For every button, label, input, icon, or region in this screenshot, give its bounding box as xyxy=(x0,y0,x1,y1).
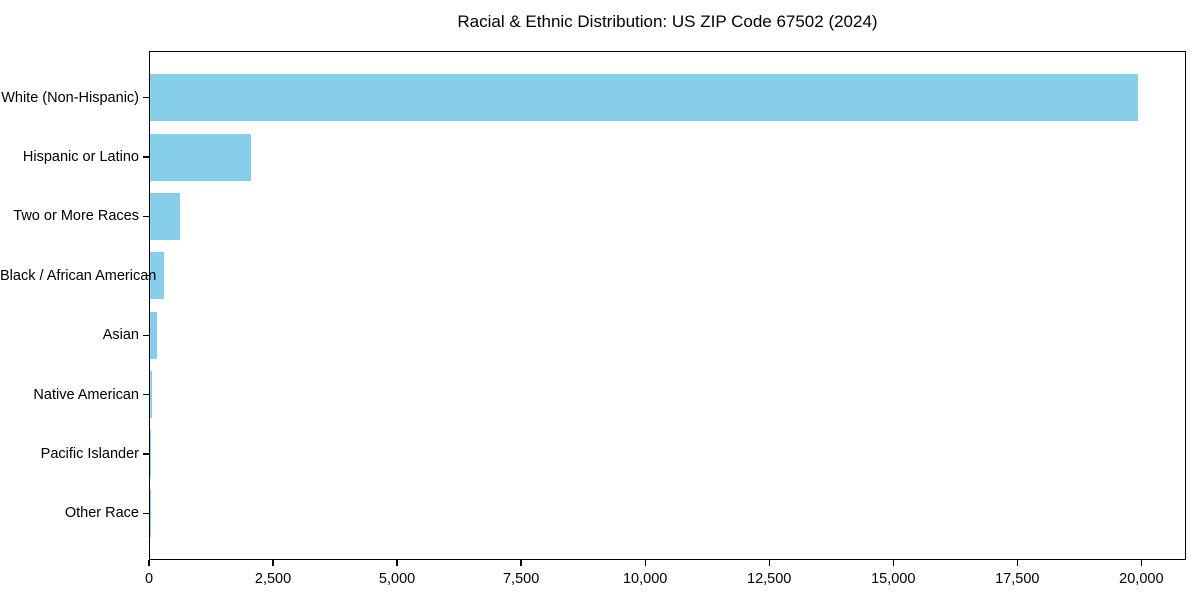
x-axis-tick xyxy=(520,560,522,566)
y-axis-tick-label: Hispanic or Latino xyxy=(22,149,139,166)
bar xyxy=(150,371,152,419)
x-axis-tick xyxy=(148,560,150,566)
y-axis-tick xyxy=(143,453,149,455)
plot-area xyxy=(149,51,1186,560)
bar xyxy=(150,311,158,359)
x-axis-tick xyxy=(396,560,398,566)
x-axis-tick xyxy=(1016,560,1018,566)
y-axis-tick xyxy=(143,393,149,396)
y-axis-tick-label: Asian xyxy=(102,327,139,344)
y-axis-tick xyxy=(143,512,149,514)
y-axis-tick xyxy=(143,275,149,277)
y-axis-tick xyxy=(143,156,149,158)
x-axis-tick xyxy=(644,560,646,566)
x-axis-tick-label: 10,000 xyxy=(622,571,668,587)
x-axis-tick-label: 20,000 xyxy=(1119,571,1164,587)
bar xyxy=(150,133,251,181)
chart-title: Racial & Ethnic Distribution: US ZIP Cod… xyxy=(457,12,878,31)
x-axis-tick-label: 17,500 xyxy=(995,571,1040,587)
bar xyxy=(150,192,180,240)
y-axis-tick-label: Pacific Islander xyxy=(40,445,139,462)
x-axis-tick xyxy=(1140,560,1142,566)
x-axis-tick-label: 7,500 xyxy=(502,571,540,587)
y-axis-tick xyxy=(143,97,149,99)
x-axis-tick xyxy=(272,560,274,566)
y-axis-tick xyxy=(143,334,149,336)
bar xyxy=(150,252,165,300)
x-axis-tick-label: 5,000 xyxy=(378,571,416,587)
y-axis-tick-label: Two or More Races xyxy=(13,208,139,225)
x-axis-tick xyxy=(892,560,894,566)
x-axis-tick xyxy=(768,560,770,566)
bar xyxy=(150,74,1138,122)
y-axis-tick-label: Other Race xyxy=(64,505,139,522)
y-axis-tick-label: Black / African American xyxy=(0,267,157,284)
x-axis-tick-label: 12,500 xyxy=(747,571,792,587)
y-axis-tick-label: Native American xyxy=(33,386,139,403)
x-axis-tick-label: 15,000 xyxy=(871,571,916,587)
y-axis-tick xyxy=(143,215,149,218)
x-axis-tick-label: 2,500 xyxy=(254,571,292,587)
y-axis-tick-label: White (Non-Hispanic) xyxy=(1,89,139,106)
bar xyxy=(150,430,152,478)
x-axis-tick-label: 0 xyxy=(144,571,154,587)
